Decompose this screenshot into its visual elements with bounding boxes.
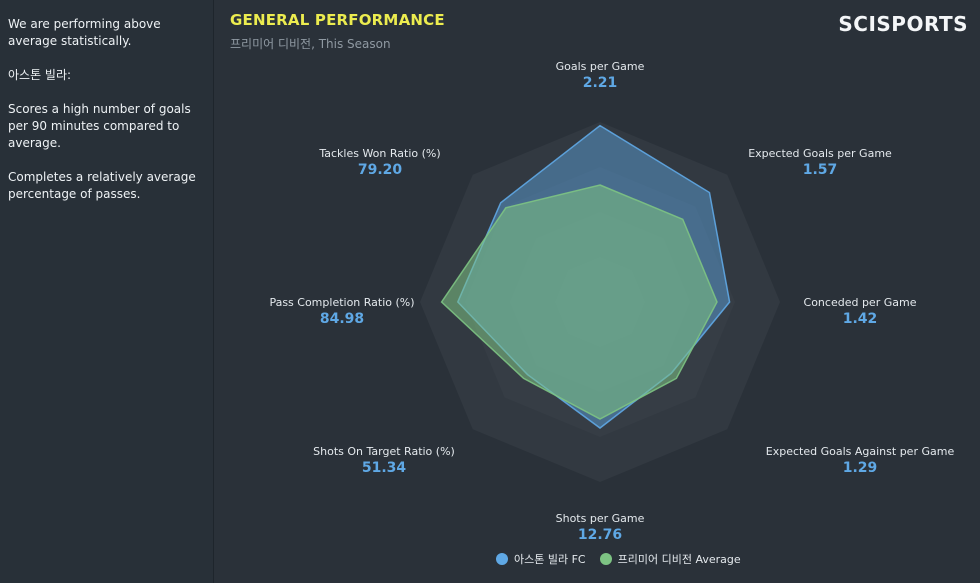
radar-series bbox=[440, 124, 731, 429]
legend-dot-average bbox=[599, 553, 612, 565]
chart-legend: 아스톤 빌라 FC 프리미어 디비전 Average bbox=[496, 551, 755, 567]
axis-name: Conceded per Game bbox=[803, 296, 917, 309]
legend-label-team: 아스톤 빌라 FC bbox=[514, 553, 586, 566]
chart-title: GENERAL PERFORMANCE bbox=[230, 11, 445, 29]
axis-label-4: Shots per Game 12.76 bbox=[556, 512, 645, 545]
scisports-logo: SCISPORTS bbox=[838, 12, 968, 36]
legend-label-average: 프리미어 디비전 Average bbox=[617, 553, 741, 566]
axis-value: 84.98 bbox=[319, 311, 365, 327]
summary-text: We are performing above average statisti… bbox=[8, 17, 161, 48]
axis-name: Pass Completion Ratio (%) bbox=[269, 296, 415, 309]
insight-goals: Scores a high number of goals per 90 min… bbox=[8, 102, 191, 150]
axis-label-5: Shots On Target Ratio (%) 51.34 bbox=[313, 445, 455, 478]
axis-name: Shots On Target Ratio (%) bbox=[313, 445, 455, 458]
axis-label-7: Tackles Won Ratio (%) 79.20 bbox=[319, 147, 440, 180]
legend-item-average[interactable]: 프리미어 디비전 Average bbox=[599, 551, 741, 567]
insights-sidebar: We are performing above average statisti… bbox=[0, 0, 214, 583]
axis-label-2: Conceded per Game 1.42 bbox=[804, 296, 917, 329]
axis-value: 2.21 bbox=[582, 75, 618, 91]
axis-value: 1.29 bbox=[842, 460, 878, 476]
axis-name: Shots per Game bbox=[555, 512, 645, 525]
legend-dot-team bbox=[496, 553, 508, 565]
legend-item-team[interactable]: 아스톤 빌라 FC bbox=[496, 551, 586, 567]
axis-label-1: Expected Goals per Game 1.57 bbox=[748, 147, 892, 180]
axis-label-3: Expected Goals Against per Game 1.29 bbox=[766, 445, 954, 478]
axis-value: 79.20 bbox=[357, 162, 403, 178]
series-average-area[interactable] bbox=[440, 184, 718, 420]
axis-name: Tackles Won Ratio (%) bbox=[319, 147, 441, 160]
chart-panel: GENERAL PERFORMANCE 프리미어 디비전, This Seaso… bbox=[214, 0, 980, 583]
axis-value: 12.76 bbox=[577, 527, 623, 543]
axis-value: 1.42 bbox=[842, 311, 878, 327]
insight-passes: Completes a relatively average percentag… bbox=[8, 170, 196, 201]
axis-label-0: Goals per Game 2.21 bbox=[556, 60, 645, 93]
axis-value: 1.57 bbox=[802, 162, 838, 178]
axis-name: Expected Goals Against per Game bbox=[765, 445, 955, 458]
radar-chart bbox=[420, 122, 780, 482]
axis-label-6: Pass Completion Ratio (%) 84.98 bbox=[269, 296, 414, 329]
axis-name: Goals per Game bbox=[555, 60, 645, 73]
axis-value: 51.34 bbox=[361, 460, 407, 476]
team-heading: 아스톤 빌라: bbox=[8, 68, 72, 82]
axis-name: Expected Goals per Game bbox=[748, 147, 892, 160]
chart-subtitle: 프리미어 디비전, This Season bbox=[230, 37, 391, 51]
